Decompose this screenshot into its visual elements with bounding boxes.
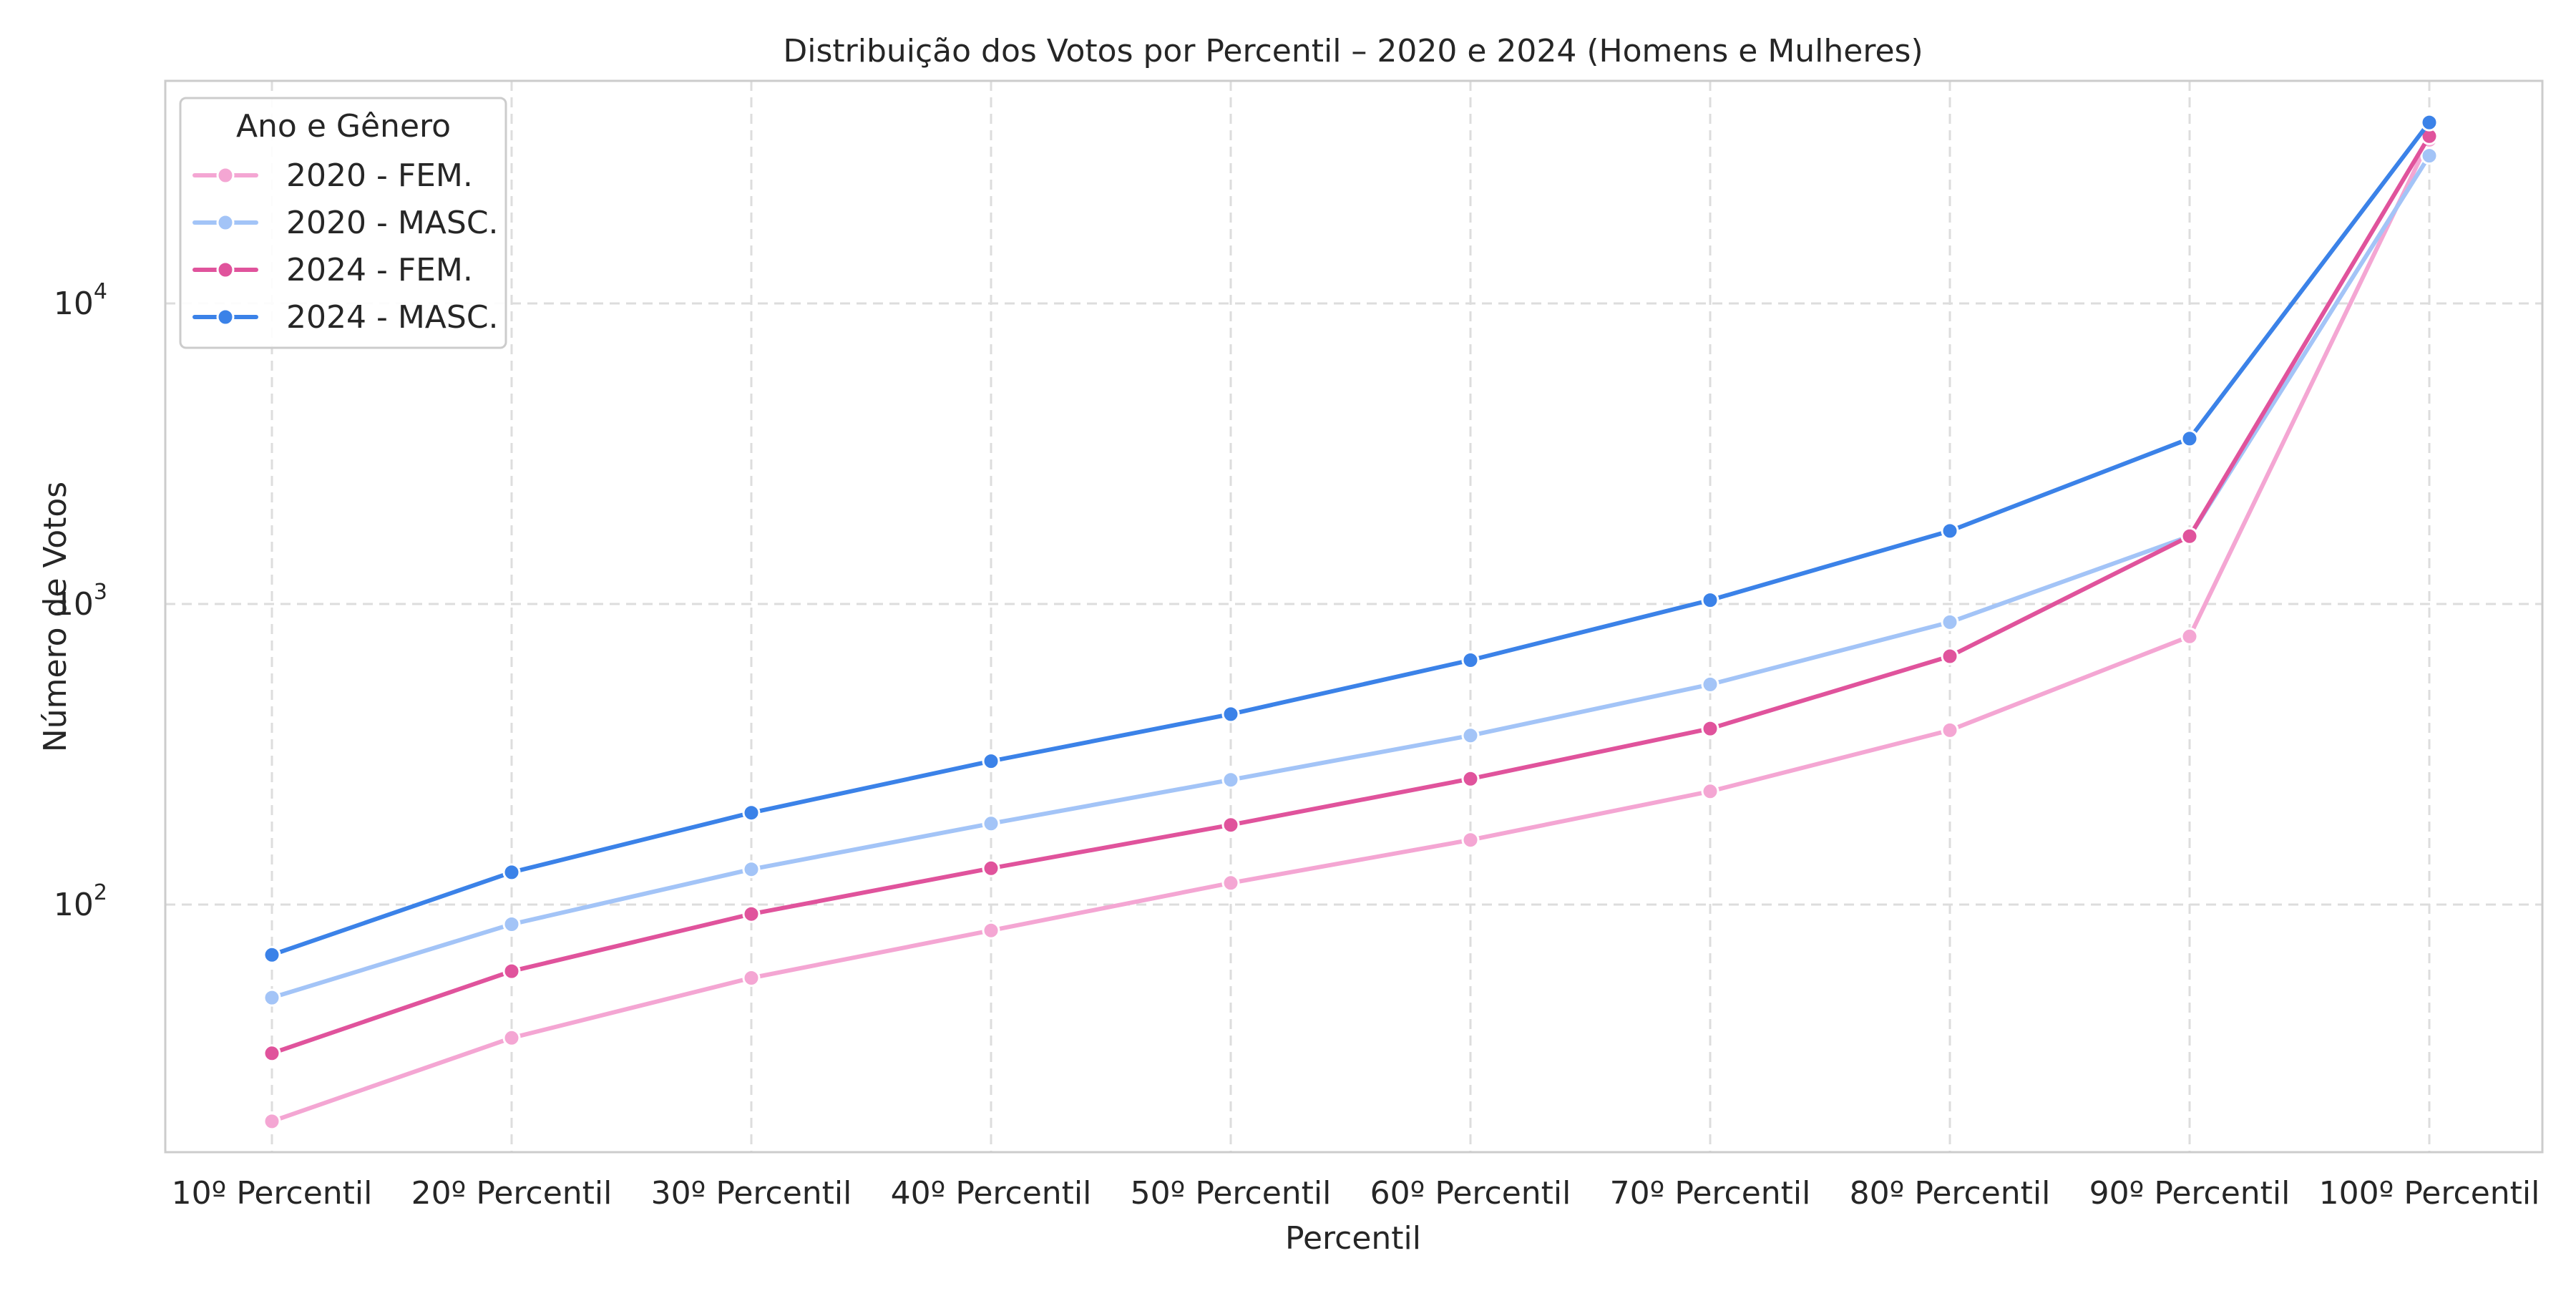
chart-title: Distribuição dos Votos por Percentil – 2… [783, 33, 1923, 69]
series-line [270, 137, 2431, 1124]
legend-label: 2024 - MASC. [286, 299, 499, 336]
x-tick-label: 40º Percentil [891, 1175, 1092, 1212]
data-point [263, 988, 281, 1007]
data-point [1941, 721, 1959, 739]
y-tick-exponent: 2 [94, 880, 107, 905]
data-point [1941, 522, 1959, 540]
legend-entry: 2024 - MASC. [192, 299, 499, 336]
legend-label: 2024 - FEM. [286, 252, 473, 288]
data-point [2180, 527, 2199, 545]
series-layer [263, 113, 2439, 1131]
data-point [1941, 613, 1959, 631]
legend-entry: 2020 - FEM. [192, 157, 473, 194]
x-tick-label: 90º Percentil [2089, 1175, 2290, 1212]
y-tick-exponent: 4 [94, 279, 107, 304]
data-point [1221, 771, 1240, 789]
legend-entry: 2024 - FEM. [192, 252, 473, 288]
data-point [982, 921, 1000, 940]
data-point [1461, 769, 1480, 788]
data-point [1701, 719, 1719, 738]
data-point [742, 860, 761, 879]
legend-marker [216, 166, 235, 185]
y-tick-base: 10 [54, 586, 94, 623]
grid-layer [165, 81, 2542, 1152]
legend-label: 2020 - FEM. [286, 157, 473, 194]
legend-marker [216, 213, 235, 232]
data-point [1941, 647, 1959, 666]
data-point [1701, 591, 1719, 610]
data-point [1221, 874, 1240, 892]
x-tick-label: 80º Percentil [1850, 1175, 2051, 1212]
y-tick-exponent: 3 [94, 580, 107, 605]
data-point [742, 969, 761, 987]
legend-marker [216, 260, 235, 279]
series-3 [263, 127, 2439, 1063]
data-point [263, 1112, 281, 1131]
data-point [1461, 831, 1480, 849]
data-point [502, 1028, 521, 1047]
legend-entries: 2020 - FEM. 2020 - MASC. 2024 - FEM. 2024 -… [192, 157, 499, 336]
x-tick-label: 50º Percentil [1131, 1175, 1332, 1212]
y-tick-label: 102 [54, 880, 107, 923]
data-point [2420, 147, 2439, 165]
y-tick-base: 10 [54, 887, 94, 923]
data-point [263, 1044, 281, 1063]
series-line [270, 153, 2431, 1000]
data-point [1701, 675, 1719, 693]
data-point [2420, 113, 2439, 132]
data-point [502, 863, 521, 882]
series-1 [263, 130, 2439, 1131]
data-point [2180, 627, 2199, 646]
data-point [982, 859, 1000, 877]
legend-label: 2020 - MASC. [286, 205, 499, 241]
y-axis-label: Número de Votos [37, 482, 74, 752]
x-tick-labels: 10º Percentil 20º Percentil 30º Percentil 4… [172, 1175, 2540, 1212]
x-tick-label: 20º Percentil [411, 1175, 613, 1212]
x-tick-label: 70º Percentil [1610, 1175, 1811, 1212]
data-point [1461, 651, 1480, 669]
plot-frame [164, 79, 2544, 1154]
legend-title: Ano e Gênero [236, 108, 451, 145]
data-point [742, 804, 761, 822]
y-tick-label: 104 [54, 279, 107, 322]
y-tick-base: 10 [54, 286, 94, 322]
data-point [1221, 705, 1240, 724]
x-tick-label: 30º Percentil [651, 1175, 852, 1212]
data-point [742, 905, 761, 923]
legend-marker [216, 308, 235, 326]
series-line [270, 134, 2431, 1056]
data-point [1221, 816, 1240, 834]
data-point [1461, 726, 1480, 745]
x-axis-label: Percentil [1285, 1220, 1421, 1257]
legend-entry: 2020 - MASC. [192, 205, 499, 241]
data-point [982, 752, 1000, 771]
data-point [1701, 782, 1719, 801]
data-point [502, 962, 521, 980]
data-point [2180, 429, 2199, 448]
x-tick-label: 10º Percentil [172, 1175, 373, 1212]
data-point [502, 915, 521, 933]
y-tick-label: 103 [54, 580, 107, 623]
legend: Ano e Gênero 2020 - FEM. 2020 - MASC. 2024… [179, 97, 507, 349]
data-point [982, 814, 1000, 833]
x-tick-label: 60º Percentil [1370, 1175, 1571, 1212]
series-4 [263, 113, 2439, 964]
x-tick-label: 100º Percentil [2319, 1175, 2540, 1212]
data-point [263, 945, 281, 964]
legend-box [179, 97, 507, 349]
series-line [270, 120, 2431, 958]
